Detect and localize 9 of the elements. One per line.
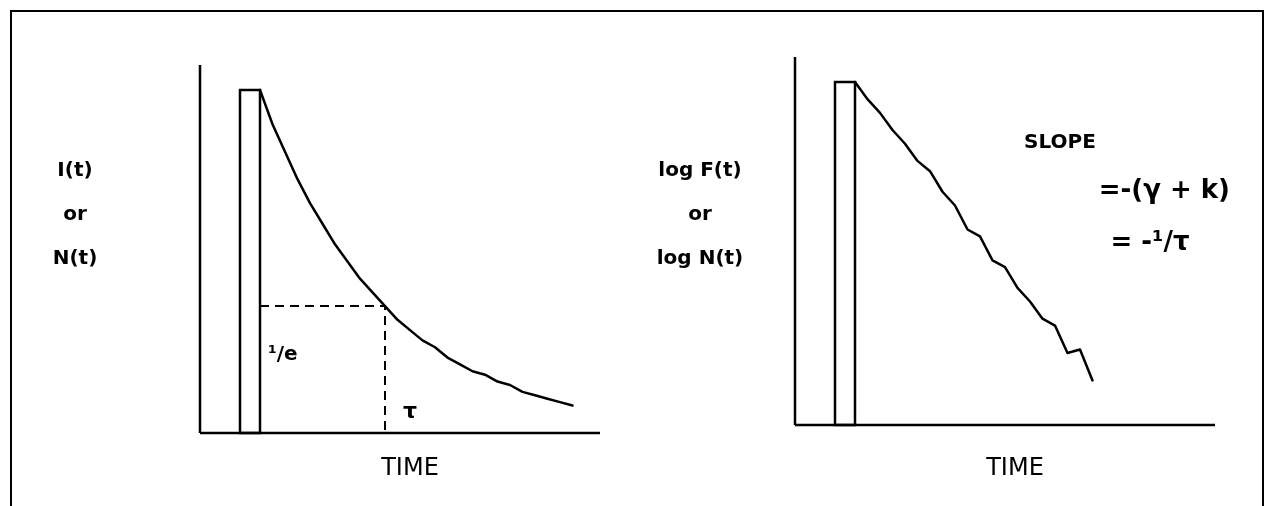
annotation: τ: [402, 398, 418, 423]
text: = -¹/τ: [1110, 226, 1190, 256]
annotation: ¹/e: [268, 341, 298, 365]
y-axis-title: log F(t) or log N(t): [656, 157, 744, 269]
x-axis-title: TIME: [985, 453, 1044, 481]
text: =-(γ + k): [1098, 174, 1230, 204]
x-axis-title: TIME: [380, 453, 439, 481]
y-axis-title: I(t) or N(t): [52, 157, 98, 269]
annotation: SLOPE: [1024, 129, 1096, 153]
